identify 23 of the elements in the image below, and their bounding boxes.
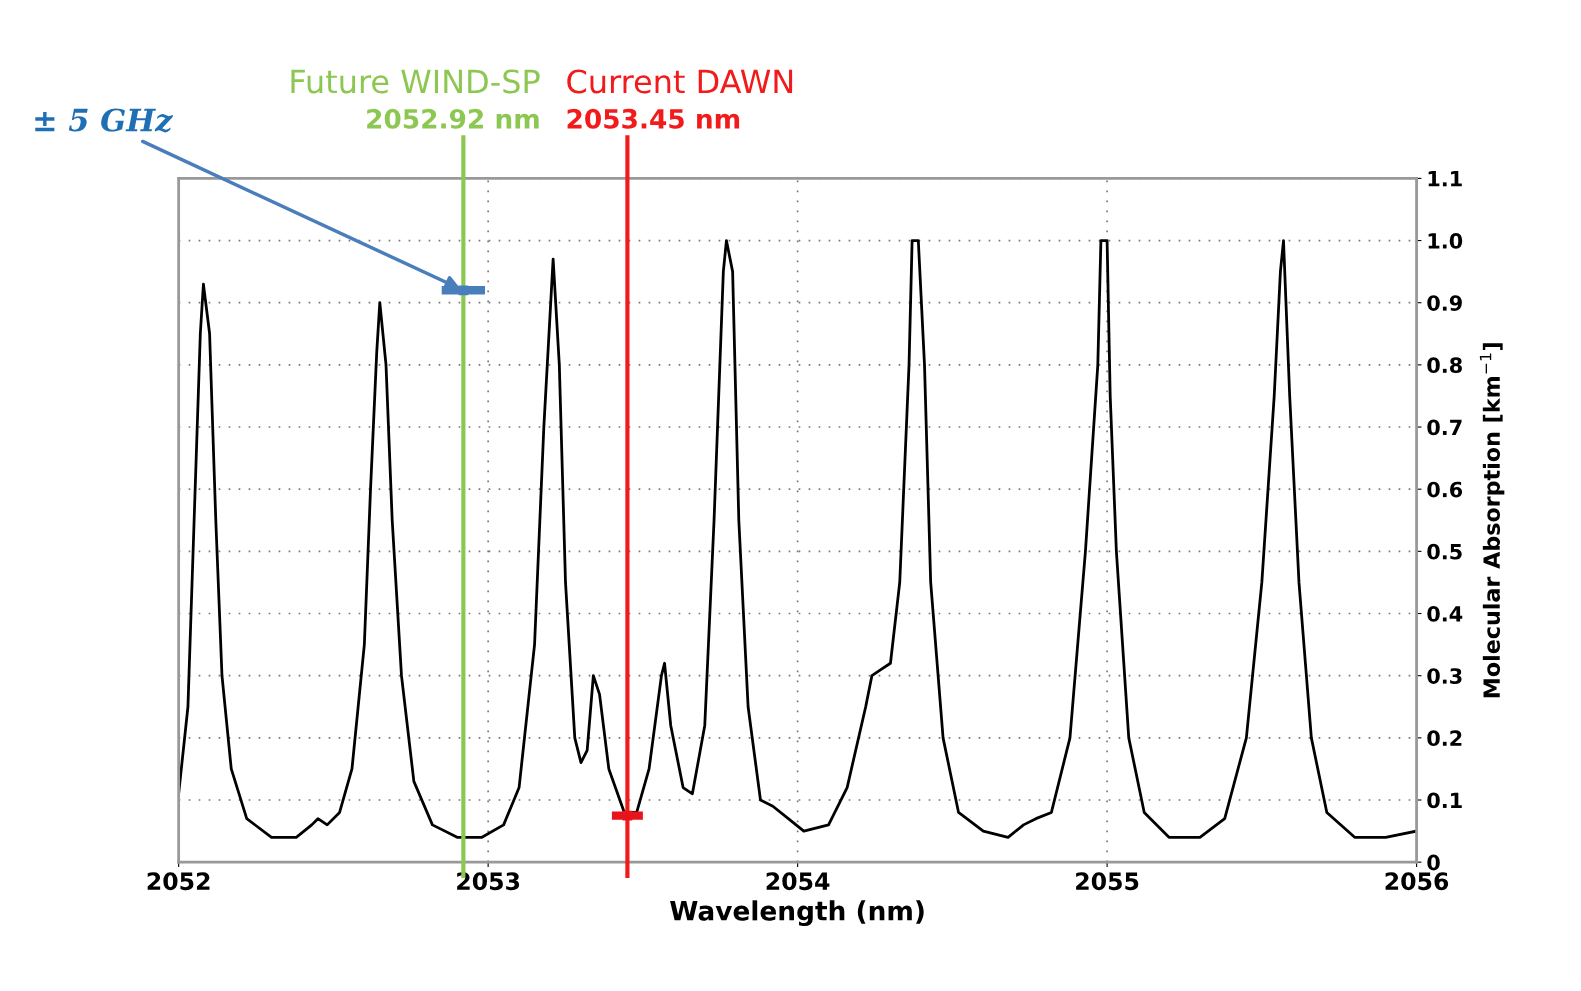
ref-line-label: Current DAWN 2053.45 nm: [567, 69, 793, 129]
x-tick-label: 2053: [457, 872, 520, 891]
y-tick-label: 0: [1427, 854, 1440, 871]
x-tick-label: 2056: [1385, 872, 1449, 891]
annotation: ± 5 GHz: [35, 108, 174, 133]
x-tick-label: 2052: [147, 872, 210, 891]
line-series: [178, 239, 1417, 839]
y-tick-label: 0.6: [1427, 481, 1463, 498]
y-tick-label: 0.4: [1427, 605, 1463, 622]
y-tick-label: 0.7: [1427, 419, 1462, 436]
y-tick-label: 0.9: [1427, 295, 1462, 311]
y-tick-label: 1.0: [1428, 233, 1463, 249]
x-tick-label: 2054: [766, 872, 830, 891]
x-tick-label: 2055: [1076, 872, 1139, 891]
y-tick-label: 0.8: [1427, 357, 1462, 374]
y-tick-label: 0.1: [1427, 792, 1462, 809]
x-axis-title: Wavelength (nm): [670, 900, 924, 927]
y-tick-label: 0.3: [1427, 668, 1462, 684]
ref-line-label: Future WIND-SP 2052.92 nm: [291, 69, 540, 129]
y-tick-label: 1.1: [1428, 171, 1462, 187]
y-axis-title: Molecular Absorption [km$^{−1}$]: [1479, 343, 1505, 698]
y-tick-label: 0.5: [1427, 543, 1462, 560]
y-tick-label: 0.2: [1427, 730, 1462, 747]
